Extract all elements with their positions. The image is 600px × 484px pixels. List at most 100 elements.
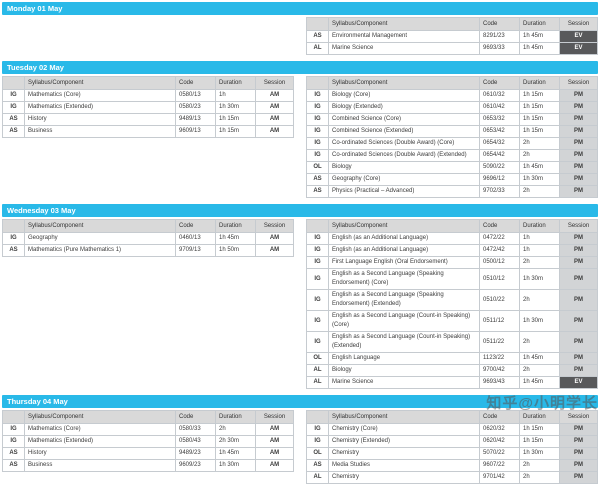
column-header-qual bbox=[2, 76, 25, 90]
session-badge: PM bbox=[559, 447, 598, 460]
column-header-syllabus: Syllabus/Component bbox=[24, 76, 176, 90]
day-body: Syllabus/Component Code Duration Session IG M… bbox=[2, 410, 598, 484]
right-column: Syllabus/Component Code Duration Session IG B… bbox=[306, 76, 598, 198]
syllabus-cell: Co-ordinated Sciences (Double Award) (Co… bbox=[328, 137, 480, 150]
session-badge: AM bbox=[255, 423, 294, 436]
column-header-session: Session bbox=[255, 410, 294, 424]
exam-row: AS Mathematics (Pure Mathematics 1) 9709/1… bbox=[2, 244, 294, 257]
right-column: Syllabus/Component Code Duration Session IG E… bbox=[306, 219, 598, 389]
column-header-duration: Duration bbox=[519, 17, 560, 31]
session-badge: AM bbox=[255, 232, 294, 245]
session-badge: PM bbox=[559, 331, 598, 353]
syllabus-cell: Biology (Extended) bbox=[328, 101, 480, 114]
syllabus-cell: Mathematics (Pure Mathematics 1) bbox=[24, 244, 176, 257]
qual-cell: IG bbox=[306, 89, 329, 102]
code-cell: 0653/42 bbox=[479, 125, 520, 138]
column-header-session: Session bbox=[559, 17, 598, 31]
day-header: Wednesday 03 May bbox=[2, 204, 598, 217]
duration-cell: 1h 15m bbox=[519, 125, 560, 138]
qual-cell: AS bbox=[306, 459, 329, 472]
table-header-row: Syllabus/Component Code Duration Session bbox=[2, 219, 294, 233]
qual-cell: IG bbox=[306, 137, 329, 150]
code-cell: 9700/42 bbox=[479, 364, 520, 377]
column-header-syllabus: Syllabus/Component bbox=[328, 76, 480, 90]
duration-cell: 1h 45m bbox=[519, 376, 560, 389]
qual-cell: IG bbox=[2, 232, 25, 245]
session-badge: PM bbox=[559, 364, 598, 377]
qual-cell: AL bbox=[306, 471, 329, 484]
column-header-code: Code bbox=[479, 76, 520, 90]
exam-row: IG Co-ordinated Sciences (Double Award) (… bbox=[306, 149, 598, 162]
duration-cell: 2h bbox=[519, 289, 560, 311]
syllabus-cell: English as a Second Language (Speaking E… bbox=[328, 289, 480, 311]
exam-row: AL Biology 9700/42 2h PM bbox=[306, 364, 598, 377]
session-badge: PM bbox=[559, 137, 598, 150]
duration-cell: 1h 15m bbox=[519, 89, 560, 102]
qual-cell: IG bbox=[306, 423, 329, 436]
syllabus-cell: Chemistry bbox=[328, 447, 480, 460]
syllabus-cell: Marine Science bbox=[328, 376, 480, 389]
syllabus-cell: Chemistry (Extended) bbox=[328, 435, 480, 448]
duration-cell: 2h bbox=[519, 137, 560, 150]
duration-cell: 1h 30m bbox=[519, 268, 560, 290]
session-badge: PM bbox=[559, 125, 598, 138]
code-cell: 0610/32 bbox=[479, 89, 520, 102]
duration-cell: 1h 30m bbox=[215, 459, 256, 472]
exam-row: IG Chemistry (Core) 0620/32 1h 15m PM bbox=[306, 423, 598, 436]
code-cell: 0580/33 bbox=[175, 423, 216, 436]
left-column: Syllabus/Component Code Duration Session IG M… bbox=[2, 410, 294, 472]
column-header-session: Session bbox=[255, 76, 294, 90]
day-section: Tuesday 02 May Syllabus/Component Code Dura… bbox=[2, 61, 598, 198]
column-header-session: Session bbox=[559, 76, 598, 90]
exam-row: IG Mathematics (Core) 0580/33 2h AM bbox=[2, 423, 294, 436]
right-column: Syllabus/Component Code Duration Session IG C… bbox=[306, 410, 598, 484]
session-badge: AM bbox=[255, 89, 294, 102]
session-badge: AM bbox=[255, 125, 294, 138]
exam-row: IG Combined Science (Extended) 0653/42 1h 1… bbox=[306, 125, 598, 138]
session-badge: PM bbox=[559, 244, 598, 257]
session-badge: PM bbox=[559, 459, 598, 472]
column-header-qual bbox=[2, 219, 25, 233]
column-header-syllabus: Syllabus/Component bbox=[24, 219, 176, 233]
exam-row: IG Mathematics (Core) 0580/13 1h AM bbox=[2, 89, 294, 102]
exam-row: IG Mathematics (Extended) 0580/23 1h 30m AM bbox=[2, 101, 294, 114]
column-header-duration: Duration bbox=[519, 410, 560, 424]
exam-row: IG Chemistry (Extended) 0620/42 1h 15m PM bbox=[306, 435, 598, 448]
session-badge: EV bbox=[559, 376, 598, 389]
table-header-row: Syllabus/Component Code Duration Session bbox=[306, 17, 598, 31]
day-body: Syllabus/Component Code Duration Session IG M… bbox=[2, 76, 598, 198]
syllabus-cell: English (as an Additional Language) bbox=[328, 232, 480, 245]
code-cell: 8291/23 bbox=[479, 30, 520, 43]
exam-row: AS History 9489/23 1h 45m AM bbox=[2, 447, 294, 460]
duration-cell: 2h 30m bbox=[215, 435, 256, 448]
code-cell: 9607/22 bbox=[479, 459, 520, 472]
column-header-code: Code bbox=[175, 76, 216, 90]
exam-row: IG English as a Second Language (Speaking… bbox=[306, 268, 598, 290]
exam-row: IG English as a Second Language (Count-in… bbox=[306, 310, 598, 332]
day-section: Thursday 04 May Syllabus/Component Code Dur… bbox=[2, 395, 598, 484]
duration-cell: 2h bbox=[519, 364, 560, 377]
syllabus-cell: English as a Second Language (Count-in S… bbox=[328, 310, 480, 332]
code-cell: 9709/13 bbox=[175, 244, 216, 257]
column-header-session: Session bbox=[255, 219, 294, 233]
syllabus-cell: First Language English (Oral Endorsement… bbox=[328, 256, 480, 269]
table-header-row: Syllabus/Component Code Duration Session bbox=[2, 410, 294, 424]
exam-row: IG Biology (Extended) 0610/42 1h 15m PM bbox=[306, 101, 598, 114]
column-header-duration: Duration bbox=[215, 219, 256, 233]
qual-cell: AS bbox=[2, 244, 25, 257]
day-body: Syllabus/Component Code Duration Session IG G… bbox=[2, 219, 598, 389]
duration-cell: 1h 45m bbox=[215, 232, 256, 245]
qual-cell: IG bbox=[306, 149, 329, 162]
syllabus-cell: Physics (Practical – Advanced) bbox=[328, 185, 480, 198]
syllabus-cell: Combined Science (Core) bbox=[328, 113, 480, 126]
exam-row: AS Geography (Core) 9696/12 1h 30m PM bbox=[306, 173, 598, 186]
code-cell: 0472/22 bbox=[479, 232, 520, 245]
qual-cell: OL bbox=[306, 352, 329, 365]
qual-cell: IG bbox=[306, 125, 329, 138]
qual-cell: AL bbox=[306, 364, 329, 377]
syllabus-cell: Marine Science bbox=[328, 42, 480, 55]
table-header-row: Syllabus/Component Code Duration Session bbox=[2, 76, 294, 90]
session-badge: EV bbox=[559, 30, 598, 43]
duration-cell: 1h 15m bbox=[519, 101, 560, 114]
